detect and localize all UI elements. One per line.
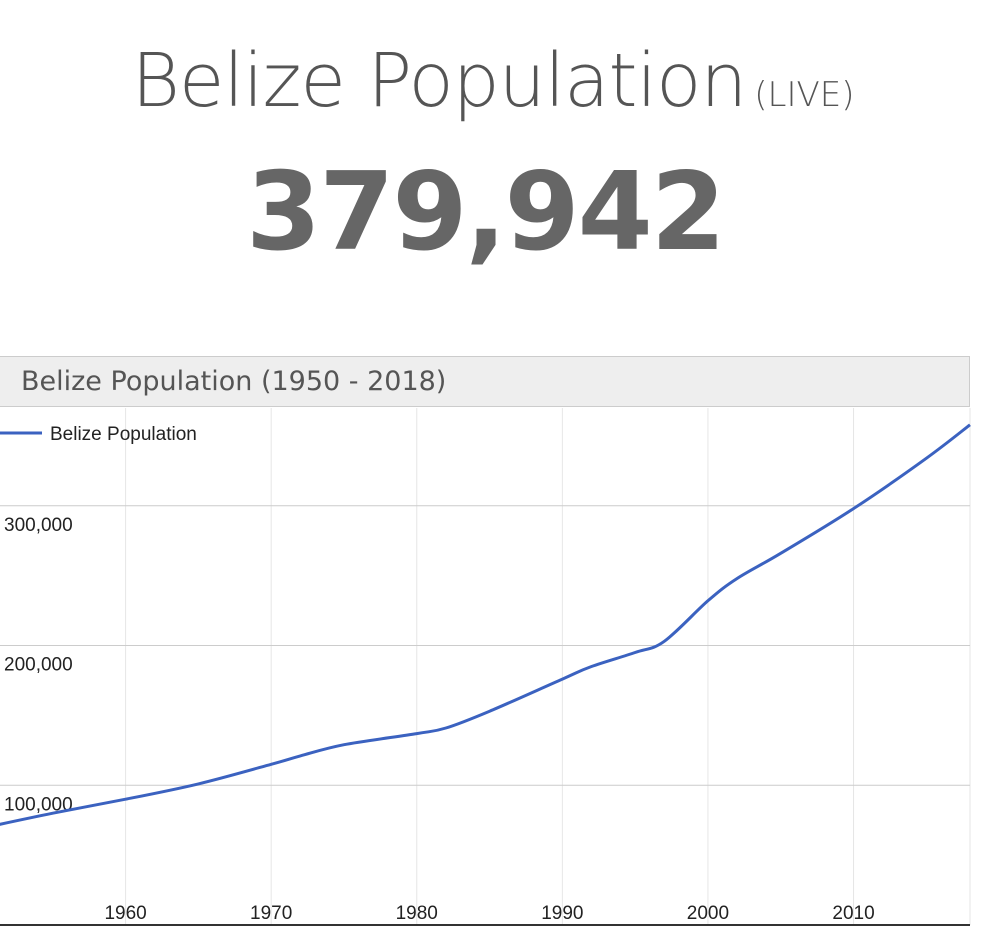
y-tick-label-200,000: 200,000 [4,655,73,676]
series-line-belize-population [0,423,971,826]
x-tick-label-1990: 1990 [541,903,583,924]
x-tick-label-1980: 1980 [396,903,438,924]
legend-label: Belize Population [50,424,197,445]
y-tick-label-300,000: 300,000 [4,515,73,536]
population-chart: 100,000 200,000 300,000 1960 1970 1980 1990 200… [0,408,971,926]
x-tick-label-2000: 2000 [687,903,729,924]
live-tag: (LIVE) [754,75,855,115]
chart-panel-title: Belize Population (1950 - 2018) [21,366,447,397]
title-text: Belize Population [131,38,747,124]
x-tick-label-2010: 2010 [832,903,874,924]
y-tick-label-100,000: 100,000 [4,794,73,815]
x-tick-label-1960: 1960 [104,903,146,924]
x-tick-label-1970: 1970 [250,903,292,924]
page-title: Belize Population (LIVE) [0,38,986,124]
chart-panel-header: Belize Population (1950 - 2018) [0,356,970,407]
population-counter: 379,942 [246,150,726,275]
